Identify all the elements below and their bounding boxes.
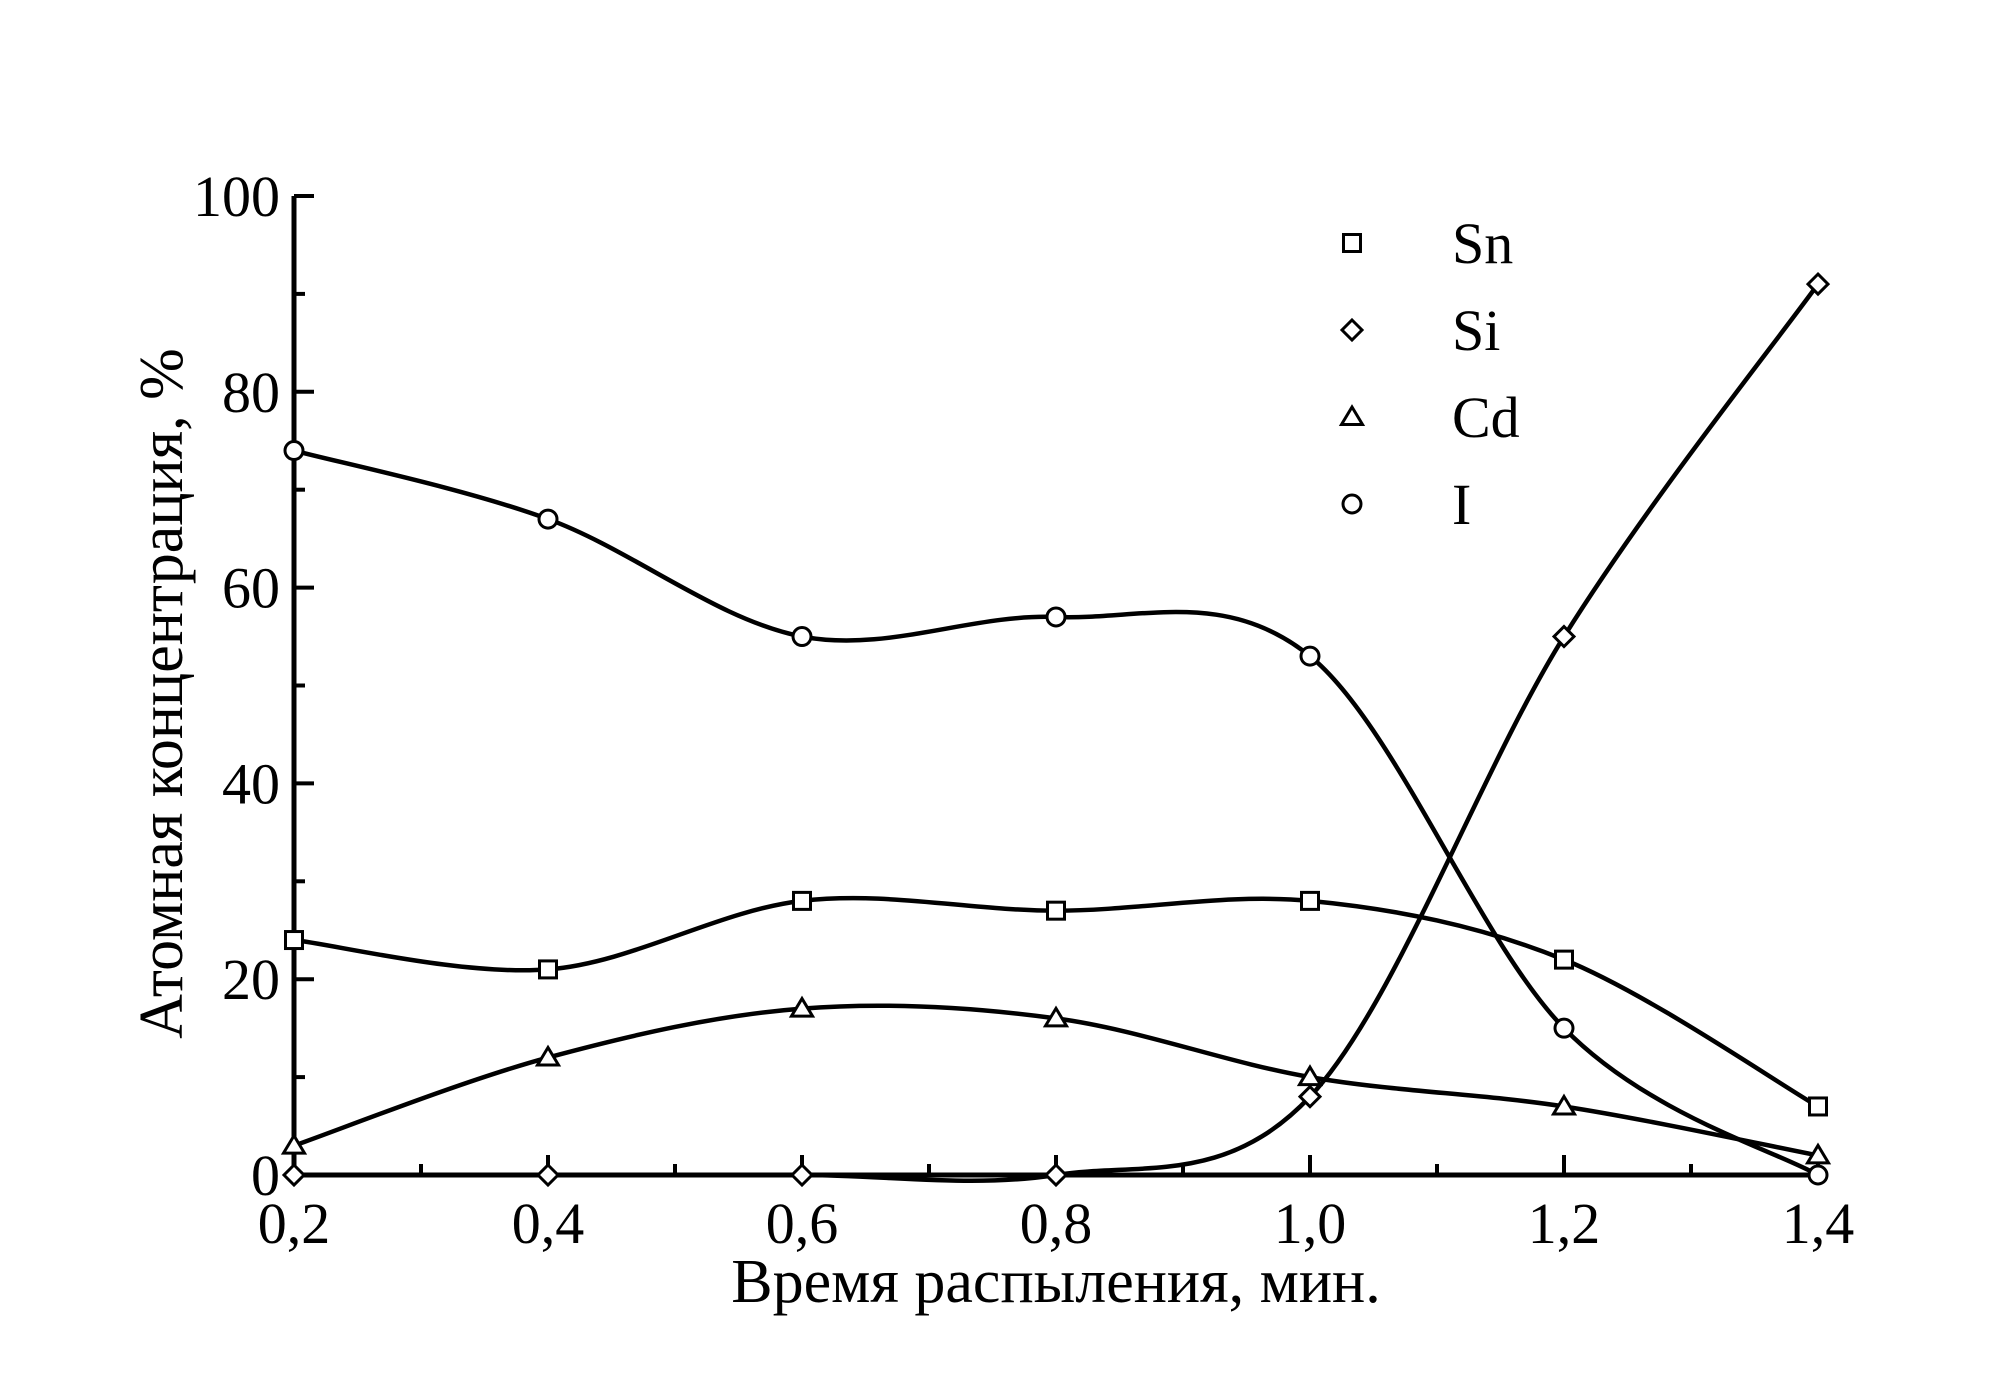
data-point-cd <box>788 995 816 1018</box>
data-point-cd <box>1296 1064 1324 1087</box>
legend-label-cd: Cd <box>1452 385 1520 450</box>
data-point-sn <box>284 930 304 951</box>
x-tick-label: 0,8 <box>1020 1191 1093 1256</box>
data-point-cd <box>280 1132 308 1155</box>
data-point-sn <box>538 959 558 980</box>
data-point-sn <box>1300 890 1320 911</box>
legend-marker-si <box>1339 317 1365 343</box>
tick-labels: 0,2 0,4 0,6 0,8 1,0 1,2 1,4 0 20 40 60 80 100 <box>193 164 1854 1256</box>
data-point-sn <box>1554 949 1574 970</box>
legend-label-si: Si <box>1452 298 1500 363</box>
legend-marker-cd <box>1338 404 1366 426</box>
data-point-si <box>535 1162 561 1188</box>
series-line-cd <box>293 1003 1819 1158</box>
data-point-si <box>281 1162 307 1188</box>
data-point-i <box>1807 1164 1829 1186</box>
data-point-i <box>1553 1017 1575 1039</box>
series-line-si <box>294 282 1820 1184</box>
y-tick-label: 80 <box>222 360 280 425</box>
x-tick-label: 0,4 <box>512 1191 585 1256</box>
data-point-sn <box>1046 900 1066 921</box>
data-point-i <box>791 626 813 648</box>
y-tick-label: 20 <box>222 947 280 1012</box>
data-point-sn <box>1808 1096 1828 1117</box>
data-point-i <box>1045 606 1067 628</box>
y-tick-label: 60 <box>222 556 280 621</box>
data-point-si <box>789 1162 815 1188</box>
series-line-sn <box>293 895 1820 1109</box>
y-tick-label: 0 <box>251 1143 280 1208</box>
y-axis-label: Атомная концентрация, % <box>128 348 196 1039</box>
x-tick-label: 1,2 <box>1528 1191 1601 1256</box>
x-tick-label: 1,0 <box>1274 1191 1347 1256</box>
legend-label-i: I <box>1452 472 1471 537</box>
series-curves <box>293 282 1820 1184</box>
data-point-i <box>1299 645 1321 667</box>
data-point-si <box>1805 271 1831 297</box>
data-point-cd <box>1550 1093 1578 1116</box>
legend-label-sn: Sn <box>1452 211 1513 276</box>
data-point-cd <box>1804 1142 1832 1165</box>
data-point-si <box>1551 624 1577 649</box>
x-tick-label: 0,2 <box>258 1191 331 1256</box>
legend-marker-i <box>1341 493 1363 515</box>
x-tick-label: 0,6 <box>766 1191 839 1256</box>
axes <box>291 194 1820 1178</box>
y-tick-label: 40 <box>222 751 280 816</box>
legend-marker-sn <box>1342 233 1362 253</box>
data-point-si <box>1043 1162 1069 1188</box>
data-point-sn <box>792 890 812 911</box>
y-tick-label: 100 <box>193 164 280 229</box>
x-axis-label: Время распыления, мин. <box>731 1248 1380 1316</box>
data-point-i <box>283 440 305 462</box>
data-point-si <box>1297 1084 1323 1109</box>
data-point-cd <box>534 1044 562 1067</box>
x-tick-label: 1,4 <box>1782 1191 1855 1256</box>
data-point-i <box>537 508 559 530</box>
data-point-cd <box>1042 1005 1070 1028</box>
series-markers <box>280 271 1832 1188</box>
legend: Sn Si Cd I <box>1338 211 1520 537</box>
